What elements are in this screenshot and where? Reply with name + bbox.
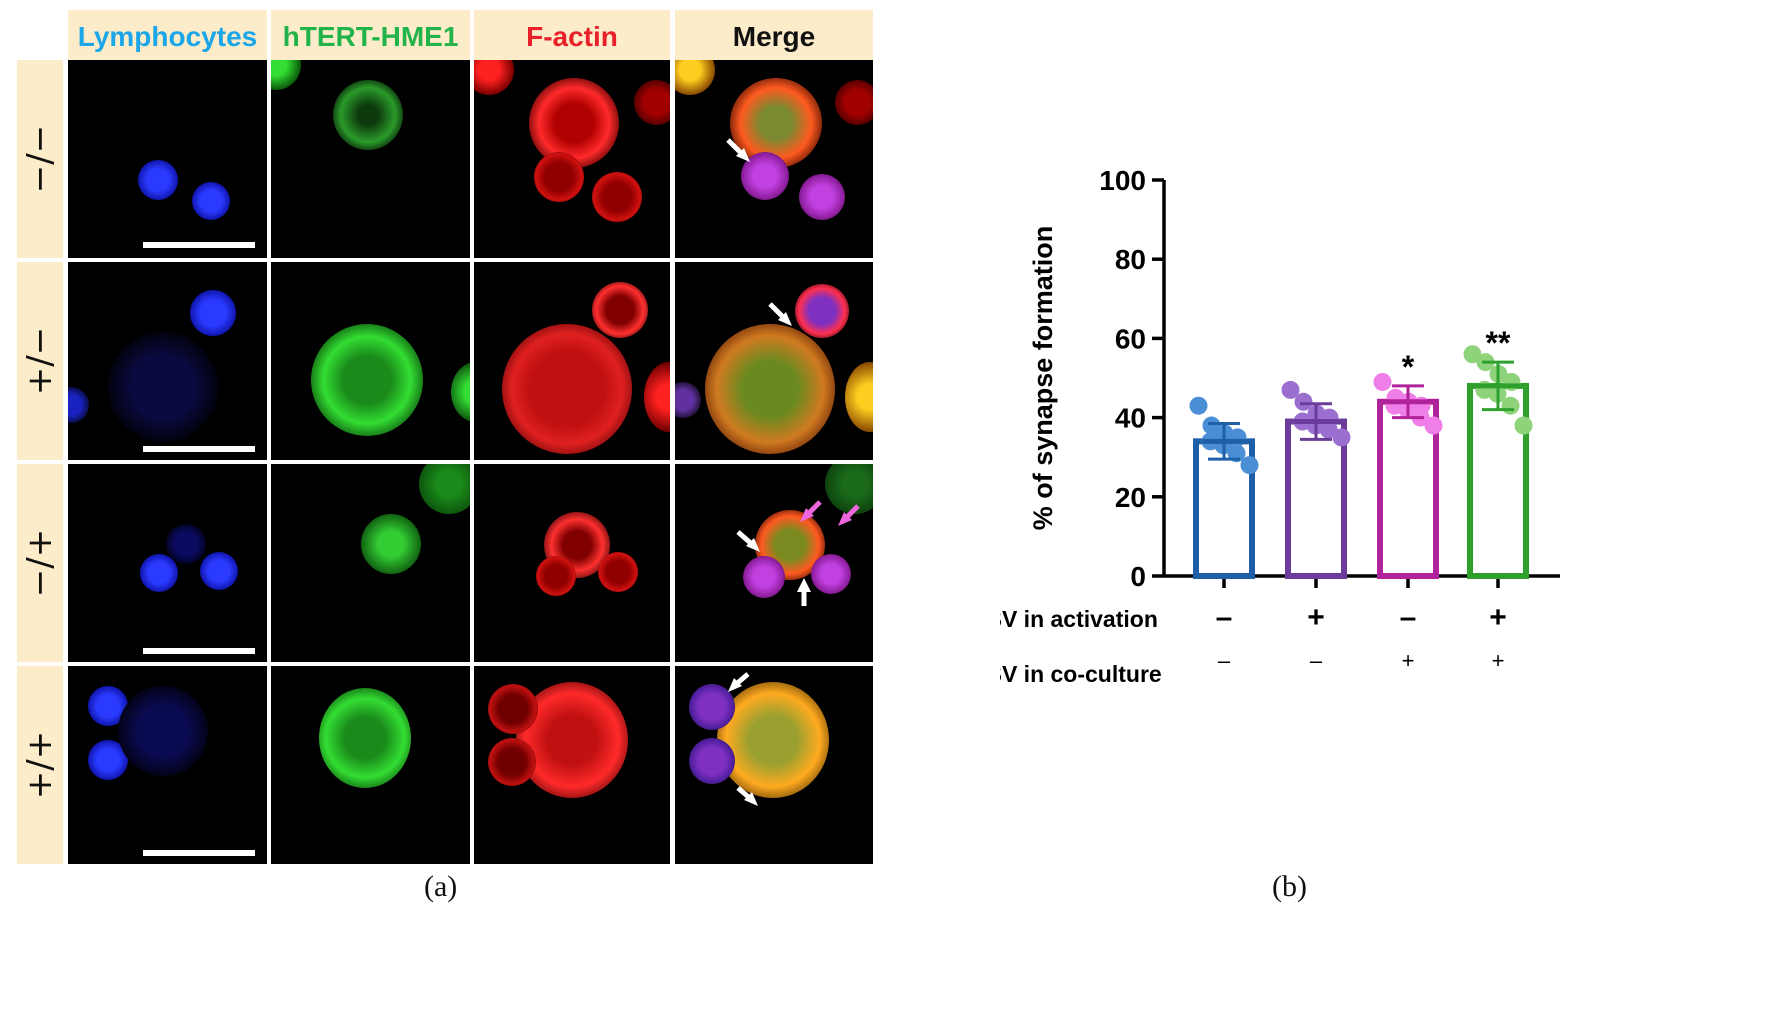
scale-bar: [143, 850, 255, 856]
coculture-sign: +: [1492, 648, 1505, 673]
pink-arrow-icon: [800, 500, 822, 522]
row-label-coculture: RSV in co-culture: [1000, 661, 1162, 687]
y-tick-label: 60: [1115, 323, 1146, 354]
micrograph-row2-merge: [675, 262, 873, 460]
coculture-sign: –: [1310, 648, 1323, 673]
white-arrow-icon: [726, 138, 750, 162]
scale-bar: [143, 446, 255, 452]
column-header-f-actin: F-actin: [474, 10, 670, 64]
column-header-htert-hme1: hTERT-HME1: [271, 10, 470, 64]
data-point: [1240, 456, 1259, 475]
caption-a: (a): [424, 870, 458, 903]
column-header-merge: Merge: [675, 10, 873, 64]
y-tick-label: 0: [1130, 561, 1146, 592]
micrograph-row4-merge: [675, 666, 873, 864]
y-tick-label: 80: [1115, 244, 1146, 275]
row-label-activation: RSV in activation: [1000, 606, 1158, 632]
micrograph-row1-lymphocytes: [68, 60, 267, 258]
micrograph-row3-f-actin: [474, 464, 670, 662]
data-point: [1332, 428, 1351, 447]
micrograph-row2-f-actin: [474, 262, 670, 460]
column-header-lymphocytes: Lymphocytes: [68, 10, 267, 64]
column-header-label: F-actin: [526, 21, 618, 52]
y-tick-label: 20: [1115, 482, 1146, 513]
data-point: [1202, 416, 1221, 435]
data-point: [1281, 380, 1300, 399]
data-point: [1514, 416, 1533, 435]
significance-label: **: [1486, 325, 1511, 361]
data-point: [1373, 372, 1392, 391]
data-point: [1294, 392, 1313, 411]
micrograph-row4-lymphocytes: [68, 666, 267, 864]
coculture-sign: –: [1218, 648, 1231, 673]
row-label-4: +/+: [17, 666, 63, 864]
data-point: [1501, 396, 1520, 415]
scale-bar: [143, 242, 255, 248]
bar: [1285, 418, 1347, 579]
panel-a-micrographs: Lymphocytes hTERT-HME1 F-actin Merge −/−…: [17, 10, 873, 903]
micrograph-row1-f-actin: [474, 60, 670, 258]
activation-sign: –: [1400, 601, 1417, 634]
row-label-3: −/+: [17, 464, 63, 662]
micrograph-row3-htert: [271, 464, 470, 662]
micrograph-row1-htert: [271, 60, 470, 258]
bar-chart: 0 20 40 60 80 100 % of synapse formation – – + – * –…: [1000, 165, 1560, 687]
pink-arrow-icon: [838, 504, 860, 526]
data-point: [1189, 396, 1208, 415]
row-label-1: −/−: [17, 60, 63, 258]
activation-sign: +: [1489, 601, 1507, 634]
white-arrow-icon: [728, 672, 750, 692]
significance-label: *: [1402, 349, 1415, 385]
micrograph-row4-f-actin: [474, 666, 670, 864]
white-arrow-icon: [797, 578, 811, 606]
micrograph-row2-htert: [271, 262, 470, 460]
y-tick-label: 100: [1099, 165, 1146, 196]
data-point: [1463, 345, 1482, 364]
white-arrow-icon: [768, 302, 792, 326]
scale-bar: [143, 648, 255, 654]
arrow-overlay: [726, 138, 860, 806]
micrograph-row3-lymphocytes: [68, 464, 267, 662]
row-label-2: +/−: [17, 262, 63, 460]
activation-sign: +: [1307, 601, 1325, 634]
y-tick-label: 40: [1115, 403, 1146, 434]
micrograph-row3-merge: [675, 464, 873, 662]
data-point: [1319, 420, 1338, 439]
white-arrow-icon: [736, 786, 758, 806]
data-point: [1424, 416, 1443, 435]
column-header-label: Lymphocytes: [77, 21, 258, 52]
y-axis-label: % of synapse formation: [1028, 226, 1058, 531]
micrograph-row4-htert: [271, 666, 470, 864]
panel-b-chart: 0 20 40 60 80 100 % of synapse formation – – + – * –…: [1000, 0, 1771, 1031]
micrograph-row2-lymphocytes: [68, 262, 267, 460]
bar: [1467, 382, 1529, 580]
coculture-sign: +: [1402, 648, 1415, 673]
caption-b: (b): [1272, 870, 1307, 903]
column-header-label: hTERT-HME1: [282, 21, 459, 52]
activation-sign: –: [1216, 601, 1233, 634]
column-header-label: Merge: [732, 21, 816, 52]
white-arrow-icon: [736, 530, 760, 552]
